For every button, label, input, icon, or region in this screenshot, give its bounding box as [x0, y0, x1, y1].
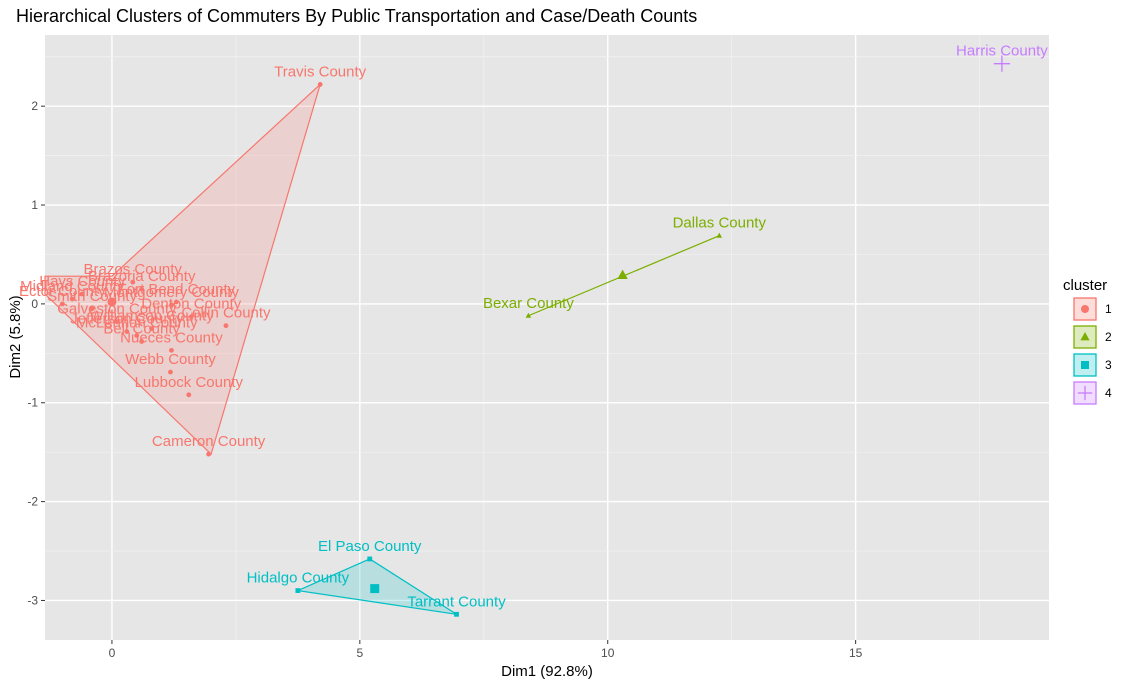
cluster-1-centroid	[107, 297, 117, 307]
cluster-3-centroid	[370, 584, 380, 594]
point-label: Bexar County	[483, 295, 574, 312]
data-point	[223, 323, 229, 329]
cluster-2-centroid	[617, 269, 628, 280]
cluster-1-hull	[44, 82, 322, 456]
point-label: Nueces County	[120, 329, 223, 346]
legend: cluster 1 2 3 4	[1063, 277, 1112, 405]
data-point	[188, 314, 194, 320]
legend-label: 3	[1105, 358, 1112, 372]
x-axis-ticks: 0 5 10 15	[109, 640, 863, 660]
x-tick-label: 0	[109, 646, 116, 660]
point-label: Webb County	[125, 351, 216, 368]
data-point	[525, 312, 532, 318]
legend-items: 1 2 3 4	[1073, 297, 1112, 405]
data-point	[59, 301, 65, 307]
y-tick-label: 2	[31, 99, 38, 113]
legend-label: 1	[1105, 302, 1112, 316]
data-points	[59, 82, 723, 617]
point-label: Midland County	[20, 278, 125, 295]
x-tick-label: 5	[356, 646, 363, 660]
data-point	[134, 333, 140, 338]
cluster-4-centroid	[993, 55, 1010, 72]
data-point	[149, 326, 154, 332]
point-label: Lubbock County	[135, 374, 244, 391]
data-point	[139, 339, 145, 344]
data-point	[89, 306, 95, 312]
data-point	[130, 279, 136, 285]
point-label: Williamson County	[89, 308, 214, 325]
y-tick-label: 1	[31, 198, 38, 212]
point-label: El Paso County	[318, 538, 422, 555]
point-label: Hidalgo County	[247, 570, 350, 587]
legend-label: 4	[1105, 386, 1112, 400]
point-label: Bell County	[103, 320, 180, 337]
data-point	[454, 611, 459, 617]
x-tick-label: 15	[849, 646, 863, 660]
y-axis-ticks: -3 -2 -1 0 1 2	[27, 99, 45, 607]
x-tick-label: 10	[601, 646, 615, 660]
x-axis-label: Dim1 (92.8%)	[501, 663, 593, 680]
legend-key-shape	[1081, 361, 1089, 369]
data-point	[168, 369, 173, 375]
data-point	[716, 232, 723, 238]
point-label: Cameron County	[152, 433, 266, 450]
point-label: Harris County	[956, 43, 1048, 60]
point-label: Collin County	[181, 305, 271, 322]
data-point	[367, 556, 373, 562]
point-label: Smith County	[47, 288, 138, 305]
data-point	[114, 319, 120, 325]
legend-title: cluster	[1063, 277, 1107, 294]
data-point	[206, 451, 212, 457]
point-label: Brazoria County	[88, 268, 196, 285]
point-label: McLennan County	[76, 315, 198, 332]
point-label: Montgomery County	[104, 284, 240, 301]
point-label: Ector County	[19, 283, 106, 300]
point-label: Jefferson County	[70, 311, 184, 328]
point-label: Denton County	[141, 296, 242, 313]
y-tick-label: -3	[27, 593, 38, 607]
chart-title: Hierarchical Clusters of Commuters By Pu…	[16, 6, 697, 26]
data-point	[295, 588, 301, 593]
data-point	[139, 286, 145, 292]
grid-lines	[45, 35, 1049, 640]
point-label: Travis County	[274, 63, 366, 80]
data-point	[186, 392, 192, 398]
legend-key-shape	[1080, 332, 1090, 341]
point-label: Tarrant County	[407, 593, 506, 610]
point-label: Brazos County	[84, 261, 183, 278]
y-tick-label: -1	[27, 396, 38, 410]
data-point	[79, 291, 85, 297]
data-point	[124, 329, 130, 334]
legend-label: 2	[1105, 330, 1112, 344]
plot-panel	[45, 35, 1049, 640]
point-label: Galveston County	[57, 301, 177, 318]
point-labels: Travis County Cameron County Lubbock Count…	[19, 43, 1048, 611]
data-point	[173, 299, 179, 305]
cluster-centroids	[107, 55, 1010, 594]
point-label: Fort Bend County	[118, 281, 236, 298]
y-tick-label: 0	[31, 297, 38, 311]
data-point	[69, 296, 75, 302]
y-tick-label: -2	[27, 495, 38, 509]
point-label: Hays County	[39, 273, 125, 290]
legend-key-shape	[1081, 305, 1089, 313]
y-axis-label: Dim2 (5.8%)	[7, 295, 24, 378]
legend-key-shape	[1077, 385, 1093, 401]
data-point	[169, 347, 174, 353]
data-point	[317, 82, 323, 87]
point-label: Dallas County	[673, 215, 767, 232]
data-point	[169, 302, 174, 308]
